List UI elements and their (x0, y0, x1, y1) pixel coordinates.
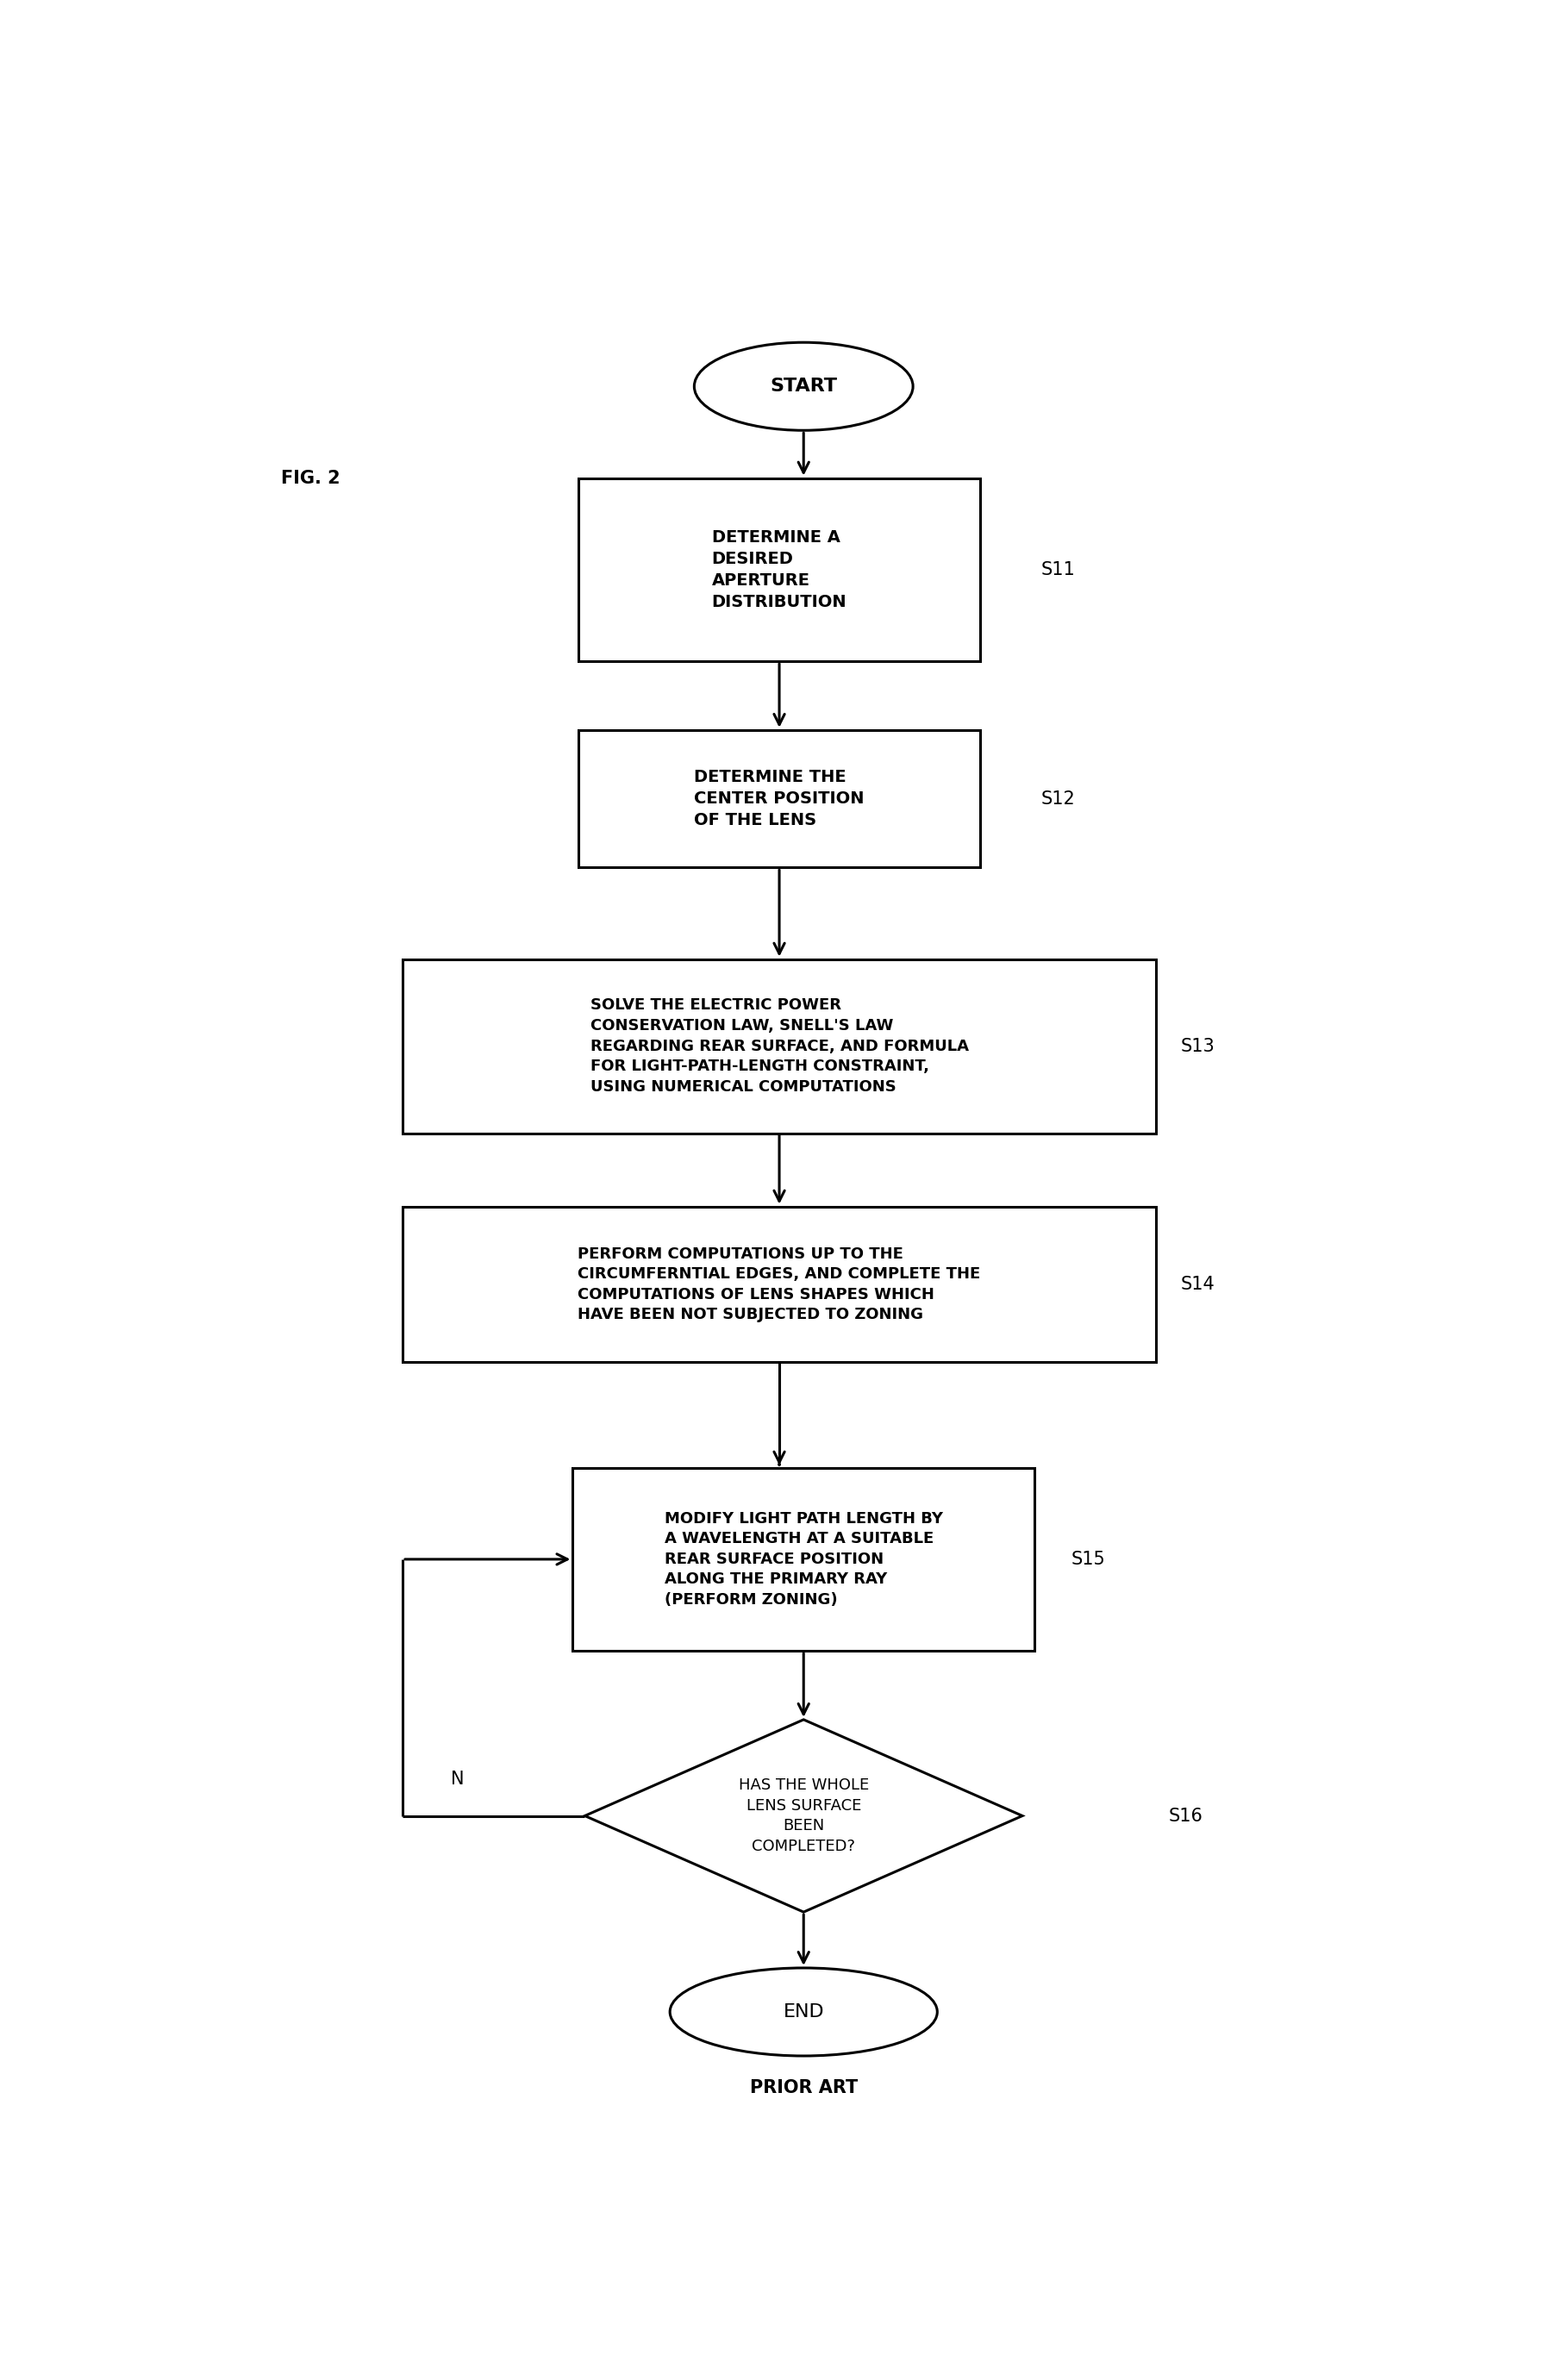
FancyBboxPatch shape (572, 1468, 1035, 1652)
FancyBboxPatch shape (403, 1207, 1156, 1361)
Text: S13: S13 (1181, 1038, 1215, 1054)
Ellipse shape (695, 343, 913, 431)
Text: PRIOR ART: PRIOR ART (750, 2080, 858, 2097)
Text: PERFORM COMPUTATIONS UP TO THE
CIRCUMFERNTIAL EDGES, AND COMPLETE THE
COMPUTATIO: PERFORM COMPUTATIONS UP TO THE CIRCUMFER… (579, 1247, 980, 1323)
FancyBboxPatch shape (403, 959, 1156, 1133)
Ellipse shape (670, 1968, 938, 2056)
Text: HAS THE WHOLE
LENS SURFACE
BEEN
COMPLETED?: HAS THE WHOLE LENS SURFACE BEEN COMPLETE… (739, 1778, 869, 1854)
Text: N: N (450, 1771, 464, 1787)
Text: DETERMINE A
DESIRED
APERTURE
DISTRIBUTION: DETERMINE A DESIRED APERTURE DISTRIBUTIO… (712, 528, 847, 609)
Text: S12: S12 (1041, 790, 1074, 807)
Text: DETERMINE THE
CENTER POSITION
OF THE LENS: DETERMINE THE CENTER POSITION OF THE LEN… (695, 769, 864, 828)
Polygon shape (585, 1721, 1022, 1911)
Text: END: END (782, 2004, 825, 2021)
FancyBboxPatch shape (579, 731, 980, 866)
Text: FIG. 2: FIG. 2 (281, 469, 340, 486)
Text: S16: S16 (1168, 1806, 1203, 1825)
Text: START: START (770, 378, 837, 395)
Text: S15: S15 (1071, 1552, 1105, 1568)
Text: MODIFY LIGHT PATH LENGTH BY
A WAVELENGTH AT A SUITABLE
REAR SURFACE POSITION
ALO: MODIFY LIGHT PATH LENGTH BY A WAVELENGTH… (665, 1511, 942, 1609)
Text: S11: S11 (1041, 562, 1074, 578)
FancyBboxPatch shape (579, 478, 980, 662)
Text: SOLVE THE ELECTRIC POWER
CONSERVATION LAW, SNELL'S LAW
REGARDING REAR SURFACE, A: SOLVE THE ELECTRIC POWER CONSERVATION LA… (590, 997, 969, 1095)
Text: S14: S14 (1181, 1276, 1215, 1292)
